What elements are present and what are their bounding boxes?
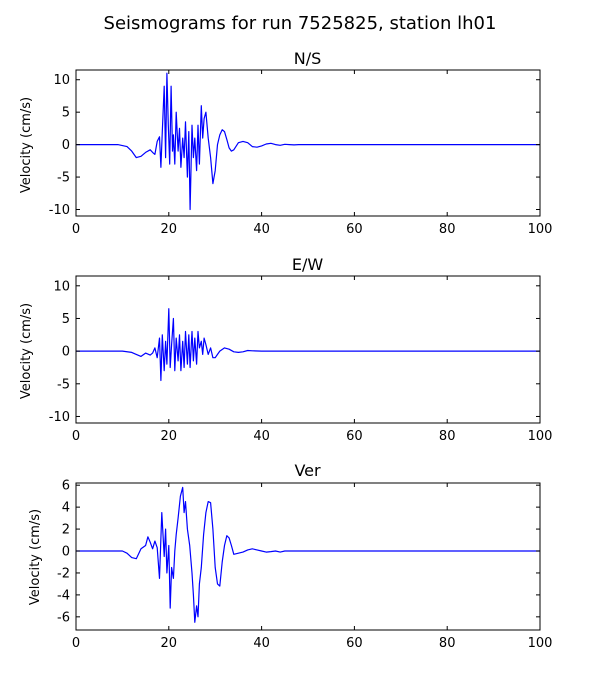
series-line-ns-0 (76, 72, 540, 211)
x-tick-label-ver: 40 (253, 636, 270, 651)
ylabel-ver: Velocity (cm/s) (28, 509, 43, 605)
y-tick-label-ns: 10 (53, 73, 70, 88)
y-tick-label-ver: 6 (62, 479, 70, 494)
x-tick-label-ns: 0 (72, 222, 80, 237)
ylabel-ns: Velocity (cm/s) (19, 97, 34, 193)
panel-ns: N/S Velocity (cm/s) 0 20 40 60 80 100 -10 -5 0 5 1… (19, 49, 552, 237)
y-tick-label-ver: -4 (57, 588, 70, 603)
x-tick-label-ew: 100 (528, 429, 553, 444)
x-tick-label-ew: 40 (253, 429, 270, 444)
x-tick-label-ns: 100 (528, 222, 553, 237)
x-tick-label-ew: 0 (72, 429, 80, 444)
x-tick-label-ns: 40 (253, 222, 270, 237)
y-tick-label-ns: -5 (57, 171, 70, 186)
y-tick-label-ns: 5 (62, 106, 70, 121)
y-tick-label-ew: -5 (57, 377, 70, 392)
marks-ew: 0 20 40 60 80 100 -10 -5 0 5 10 (49, 275, 553, 444)
plot-frame-ew (75, 275, 541, 424)
y-tick-label-ns: -10 (49, 203, 70, 218)
series-line-ver-0 (76, 486, 540, 623)
y-tick-label-ver: -6 (57, 610, 70, 625)
ylabel-ew: Velocity (cm/s) (19, 303, 34, 399)
x-tick-label-ver: 60 (346, 636, 363, 651)
panel-ver: Ver Velocity (cm/s) 0 20 40 60 80 100 -6 -4 -2 0 2… (28, 461, 552, 651)
x-tick-label-ew: 60 (346, 429, 363, 444)
panel-title-ew: E/W (292, 255, 324, 274)
y-tick-label-ew: 0 (62, 345, 70, 360)
figure-title: Seismograms for run 7525825, station lh0… (104, 13, 497, 34)
x-tick-label-ew: 20 (161, 429, 178, 444)
y-tick-label-ver: -2 (57, 566, 70, 581)
y-tick-label-ns: 0 (62, 138, 70, 153)
x-tick-label-ver: 20 (161, 636, 178, 651)
marks-ns: 0 20 40 60 80 100 -10 -5 0 5 10 (49, 69, 553, 237)
y-tick-label-ver: 2 (62, 523, 70, 538)
x-tick-label-ver: 100 (528, 636, 553, 651)
y-tick-label-ew: 10 (53, 279, 70, 294)
y-tick-label-ver: 0 (62, 545, 70, 560)
y-tick-label-ew: -10 (49, 410, 70, 425)
panel-title-ver: Ver (294, 461, 321, 480)
x-tick-label-ns: 80 (439, 222, 456, 237)
x-tick-label-ns: 20 (161, 222, 178, 237)
x-tick-label-ew: 80 (439, 429, 456, 444)
panel-ew: E/W Velocity (cm/s) 0 20 40 60 80 100 -10 -5 0 5 1… (19, 255, 552, 444)
y-tick-label-ver: 4 (62, 501, 70, 516)
x-tick-label-ver: 0 (72, 636, 80, 651)
marks-ver: 0 20 40 60 80 100 -6 -4 -2 0 2 4 6 (57, 479, 552, 651)
x-tick-label-ns: 60 (346, 222, 363, 237)
x-tick-label-ver: 80 (439, 636, 456, 651)
series-line-ew-0 (76, 308, 540, 382)
y-tick-label-ew: 5 (62, 312, 70, 327)
plot-frame-ver (75, 482, 541, 631)
panel-title-ns: N/S (294, 49, 322, 68)
plot-frame-ns (75, 69, 541, 217)
